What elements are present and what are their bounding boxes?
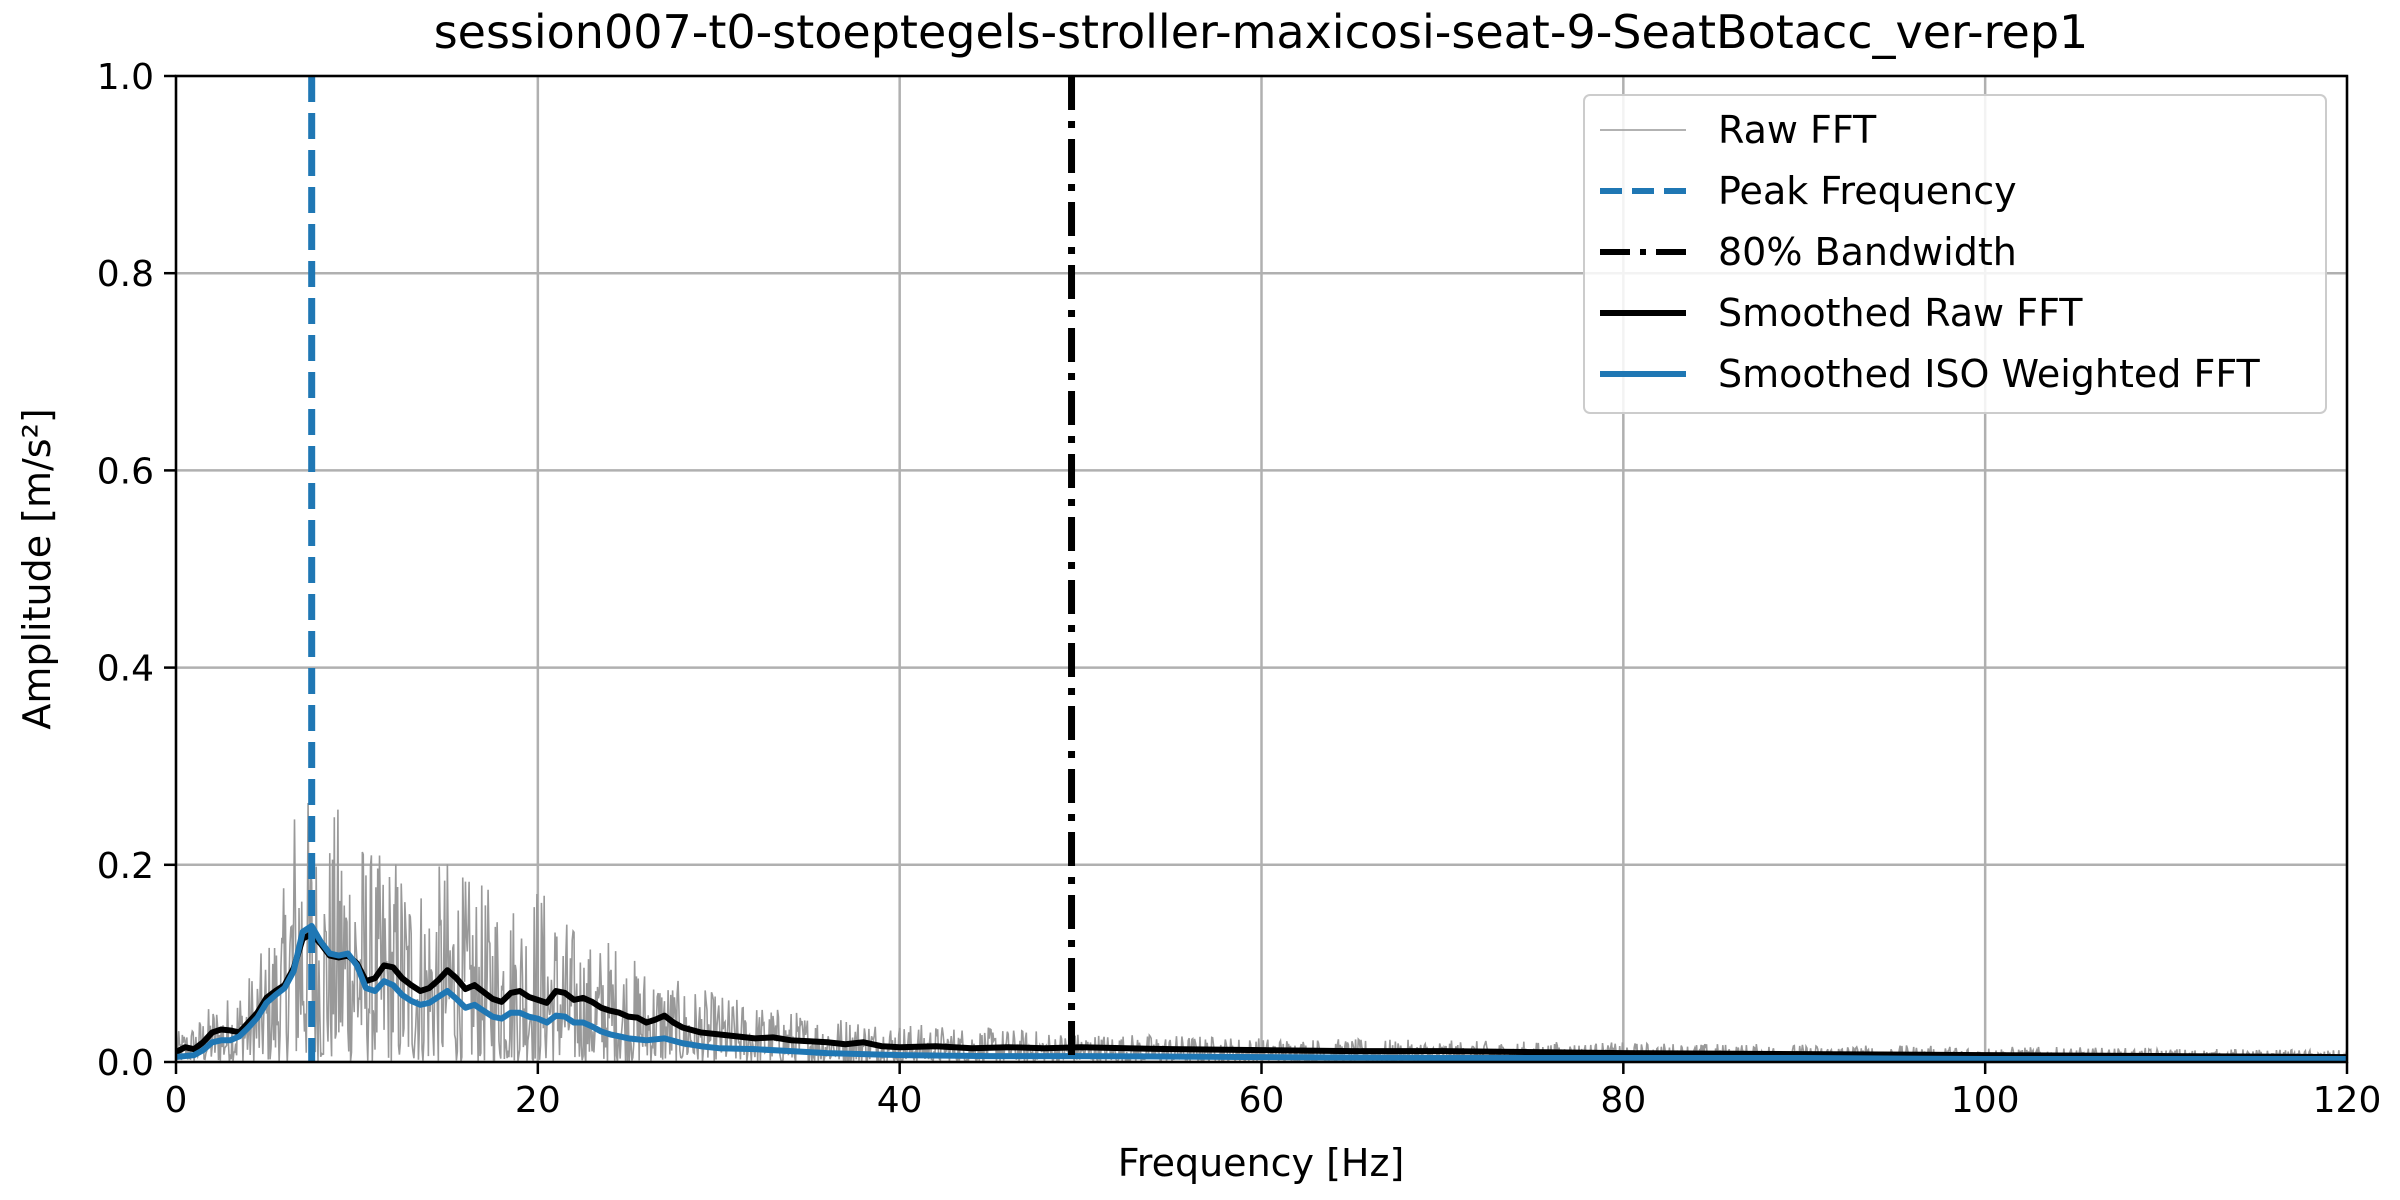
- legend-raw-fft-label: Raw FFT: [1718, 108, 1877, 152]
- axis-ticks: 0 20 40 60 80 100 120 0.0 0.2 0.4 0.6 0.8 1.0: [97, 57, 2382, 1121]
- x-tick-label: 120: [2313, 1080, 2382, 1121]
- legend-smoothed-raw-fft-label: Smoothed Raw FFT: [1718, 291, 2083, 335]
- x-tick-label: 100: [1951, 1080, 2020, 1121]
- legend-peak-frequency-label: Peak Frequency: [1718, 169, 2017, 213]
- legend-bandwidth-80-label: 80% Bandwidth: [1718, 230, 2017, 274]
- y-axis-label: Amplitude [m/s²]: [15, 408, 59, 729]
- x-axis-label: Frequency [Hz]: [1118, 1141, 1405, 1185]
- smoothed-iso-weighted-fft-line: [176, 922, 2347, 1062]
- y-tick-label: 0.4: [97, 649, 154, 690]
- y-tick-label: 0.0: [97, 1043, 154, 1084]
- x-tick-label: 80: [1600, 1080, 1646, 1121]
- vertical-markers: [308, 76, 1076, 1062]
- x-tick-label: 0: [165, 1080, 188, 1121]
- legend-frame: [1583, 94, 2327, 414]
- legend: Raw FFT Peak Frequency 80% Bandwidth Smooth…: [1583, 94, 2327, 414]
- y-tick-label: 1.0: [97, 57, 154, 98]
- y-tick-label: 0.8: [97, 254, 154, 295]
- x-tick-label: 40: [877, 1080, 923, 1121]
- legend-smoothed-iso-weighted-fft-label: Smoothed ISO Weighted FFT: [1718, 352, 2261, 396]
- x-tick-label: 60: [1239, 1080, 1285, 1121]
- y-tick-label: 0.6: [97, 451, 154, 492]
- y-tick-label: 0.2: [97, 846, 154, 887]
- x-tick-label: 20: [515, 1080, 561, 1121]
- series-group: [176, 802, 2347, 1062]
- chart-title: session007-t0-stoeptegels-stroller-maxic…: [434, 5, 2089, 59]
